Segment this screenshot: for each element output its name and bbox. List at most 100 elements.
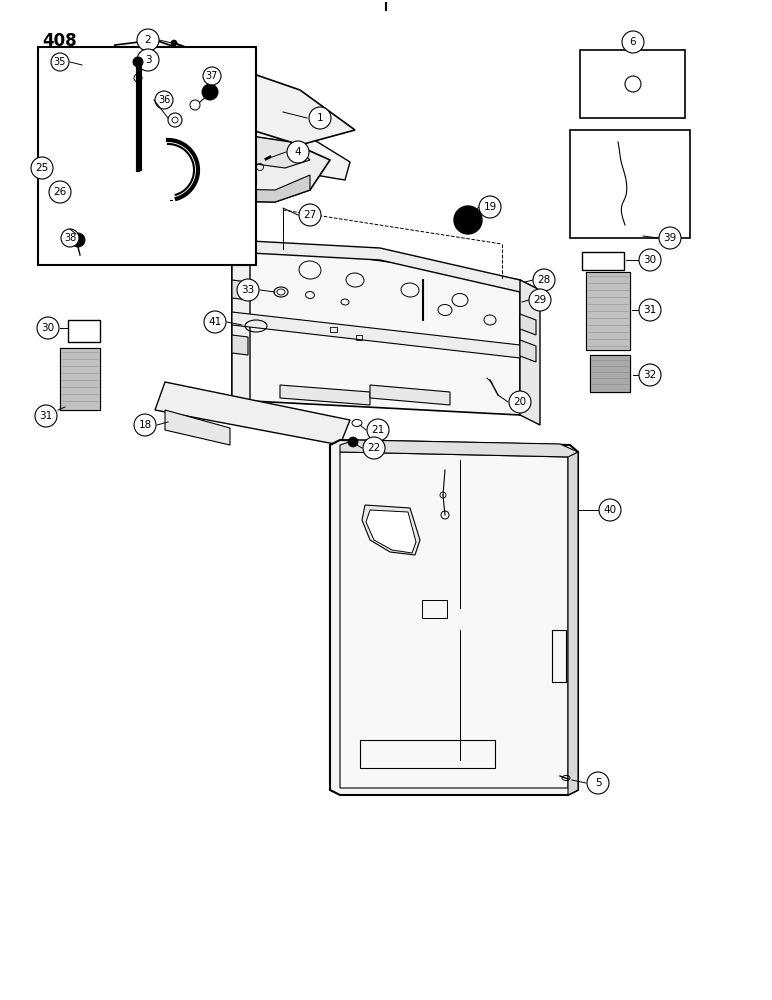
Polygon shape — [366, 510, 416, 553]
Circle shape — [367, 419, 389, 441]
Polygon shape — [590, 355, 630, 392]
Text: 33: 33 — [242, 285, 255, 295]
Polygon shape — [232, 335, 248, 355]
Polygon shape — [165, 410, 230, 445]
Polygon shape — [520, 340, 536, 362]
Text: 25: 25 — [36, 163, 49, 173]
Text: 5: 5 — [594, 778, 601, 788]
Text: 20: 20 — [513, 397, 527, 407]
Circle shape — [134, 414, 156, 436]
Bar — [170, 154, 188, 172]
Polygon shape — [232, 240, 540, 302]
Polygon shape — [155, 382, 350, 445]
Circle shape — [533, 269, 555, 291]
Text: 27: 27 — [303, 210, 317, 220]
Polygon shape — [232, 312, 520, 358]
Text: 2: 2 — [144, 35, 151, 45]
Text: 21: 21 — [371, 425, 384, 435]
Circle shape — [309, 107, 331, 129]
Text: 408: 408 — [42, 32, 76, 50]
Circle shape — [599, 499, 621, 521]
Polygon shape — [100, 40, 355, 145]
Text: 19: 19 — [483, 202, 496, 212]
Polygon shape — [68, 320, 100, 342]
Polygon shape — [340, 452, 568, 788]
Text: 38: 38 — [64, 233, 76, 243]
Text: 39: 39 — [663, 233, 676, 243]
Text: 28: 28 — [537, 275, 550, 285]
Polygon shape — [280, 385, 370, 405]
Circle shape — [51, 53, 69, 71]
Circle shape — [299, 204, 321, 226]
Circle shape — [659, 227, 681, 249]
Polygon shape — [232, 240, 250, 400]
Circle shape — [509, 391, 531, 413]
Circle shape — [454, 206, 482, 234]
Bar — [356, 335, 362, 340]
Circle shape — [639, 364, 661, 386]
Polygon shape — [586, 272, 630, 350]
Text: 31: 31 — [39, 411, 52, 421]
Polygon shape — [75, 130, 310, 168]
Text: 32: 32 — [643, 370, 657, 380]
Bar — [570, 130, 690, 238]
Polygon shape — [568, 452, 578, 795]
Polygon shape — [520, 280, 540, 425]
Polygon shape — [105, 82, 350, 180]
Bar — [330, 327, 337, 332]
Circle shape — [137, 49, 159, 71]
Circle shape — [237, 279, 259, 301]
Text: 26: 26 — [53, 187, 66, 197]
Text: 4: 4 — [295, 147, 301, 157]
Polygon shape — [232, 240, 520, 415]
Circle shape — [133, 57, 143, 67]
Circle shape — [622, 31, 644, 53]
Circle shape — [37, 317, 59, 339]
Circle shape — [171, 40, 177, 46]
Circle shape — [35, 405, 57, 427]
Bar — [38, 47, 256, 265]
Text: 36: 36 — [158, 95, 170, 105]
Polygon shape — [362, 505, 420, 555]
Circle shape — [479, 196, 501, 218]
Text: 1: 1 — [317, 113, 323, 123]
Polygon shape — [370, 385, 450, 405]
Circle shape — [287, 141, 309, 163]
Text: 31: 31 — [643, 305, 657, 315]
Circle shape — [31, 157, 53, 179]
Circle shape — [202, 84, 218, 100]
Circle shape — [204, 311, 226, 333]
Polygon shape — [60, 348, 100, 410]
Text: 18: 18 — [138, 420, 151, 430]
Text: 22: 22 — [367, 443, 381, 453]
Circle shape — [348, 437, 358, 447]
Circle shape — [529, 289, 551, 311]
Circle shape — [639, 299, 661, 321]
Text: 30: 30 — [42, 323, 55, 333]
Circle shape — [587, 772, 609, 794]
Bar — [422, 600, 447, 618]
Text: 40: 40 — [604, 505, 617, 515]
Text: 37: 37 — [206, 71, 218, 81]
Polygon shape — [520, 314, 536, 335]
Polygon shape — [232, 280, 248, 300]
Bar — [140, 152, 162, 172]
Circle shape — [203, 67, 221, 85]
Polygon shape — [55, 130, 330, 202]
Polygon shape — [58, 130, 100, 168]
Bar — [100, 152, 130, 172]
Circle shape — [639, 249, 661, 271]
Text: 29: 29 — [533, 295, 547, 305]
Bar — [552, 630, 566, 682]
Circle shape — [71, 233, 85, 247]
Text: 6: 6 — [630, 37, 636, 47]
Text: 41: 41 — [208, 317, 222, 327]
Polygon shape — [330, 440, 578, 795]
Polygon shape — [340, 440, 578, 457]
Circle shape — [363, 437, 385, 459]
Text: 30: 30 — [643, 255, 656, 265]
Polygon shape — [582, 252, 624, 270]
Circle shape — [61, 229, 79, 247]
Circle shape — [49, 181, 71, 203]
Text: 35: 35 — [54, 57, 66, 67]
